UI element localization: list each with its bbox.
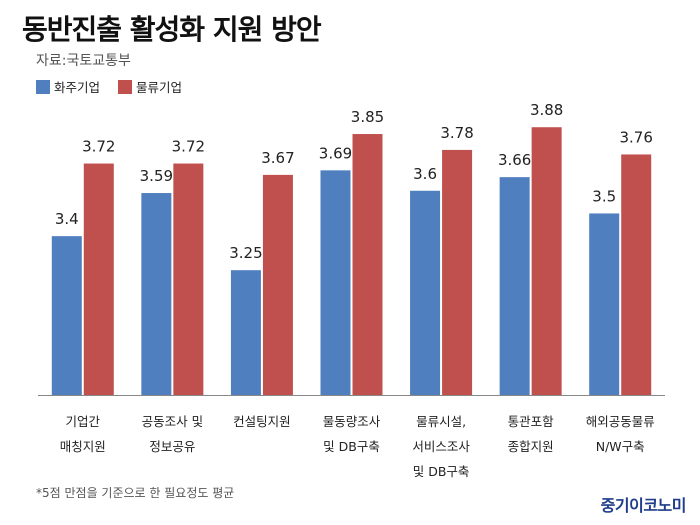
category-label-c2-l2: 정보공유: [149, 439, 195, 454]
legend-item-series1: 화주기업: [36, 77, 100, 96]
source-note: 자료:국토교통부: [36, 53, 131, 69]
data-label-s2-c6: 3.88: [530, 101, 563, 119]
bar-s2-c7: [621, 154, 652, 395]
category-label-c1-l2: 매칭지원: [60, 439, 106, 454]
category-label-c2-l1: 공동조사 및: [142, 414, 203, 429]
data-label-s1-c3: 3.25: [229, 244, 262, 262]
legend: 화주기업 물류기업: [36, 77, 182, 96]
data-label-s1-c7: 3.5: [592, 187, 616, 205]
bar-s2-c6: [531, 127, 562, 395]
data-label-s2-c5: 3.78: [440, 124, 473, 142]
category-label-c5-l1: 물류시설,: [416, 414, 466, 429]
category-label-c4-l2: 및 DB구축: [323, 439, 380, 454]
legend-swatch-series2: [118, 79, 133, 94]
legend-label-series1: 화주기업: [54, 80, 101, 95]
category-label-c6-l1: 통관포함: [508, 414, 555, 429]
footnote: *5점 만점을 기준으로 한 필요정도 평균: [36, 486, 235, 500]
data-label-s1-c6: 3.66: [498, 151, 531, 169]
legend-swatch-series1: [36, 79, 50, 94]
category-label-c1-l1: 기업간: [66, 414, 101, 429]
category-label-c5-l2: 서비스조사: [412, 439, 470, 454]
data-label-s1-c4: 3.69: [319, 144, 352, 162]
legend-label-series2: 물류기업: [136, 80, 183, 95]
data-label-s2-c4: 3.85: [351, 108, 384, 126]
bar-s2-c5: [442, 149, 473, 395]
data-label-s1-c5: 3.6: [413, 165, 437, 183]
data-label-s2-c1: 3.72: [82, 138, 115, 156]
bar-s1-c6: [499, 177, 530, 395]
data-label-s2-c2: 3.72: [172, 138, 205, 156]
category-label-c7-l2: N/W구축: [596, 439, 645, 454]
category-label-c3-l1: 컨설팅지원: [233, 414, 291, 429]
brand-logo: 중기이코노미: [600, 496, 687, 515]
bar-s2-c1: [83, 163, 114, 395]
bar-s1-c2: [141, 193, 172, 395]
data-label-s1-c1: 3.4: [55, 210, 79, 228]
page-title: 동반진출 활성화 지원 방안: [22, 13, 322, 46]
bar-s1-c4: [320, 170, 351, 395]
legend-item-series2: 물류기업: [118, 77, 182, 96]
bar-s1-c7: [589, 213, 620, 395]
category-label-c5-l3: 및 DB구축: [413, 464, 470, 479]
category-label-c6-l2: 종합지원: [508, 439, 554, 454]
bar-s2-c2: [173, 163, 204, 395]
category-label-c7-l1: 해외공동물류: [586, 414, 655, 429]
category-label-c4-l1: 물동량조사: [323, 414, 381, 429]
bar-s1-c5: [410, 190, 441, 395]
bar-s2-c4: [352, 134, 383, 396]
data-label-s2-c3: 3.67: [261, 149, 294, 167]
data-label-s1-c2: 3.59: [140, 167, 173, 185]
data-label-s2-c7: 3.76: [620, 128, 653, 146]
bar-s1-c1: [51, 236, 82, 395]
bar-s2-c3: [262, 174, 293, 395]
bar-s1-c3: [230, 270, 261, 395]
